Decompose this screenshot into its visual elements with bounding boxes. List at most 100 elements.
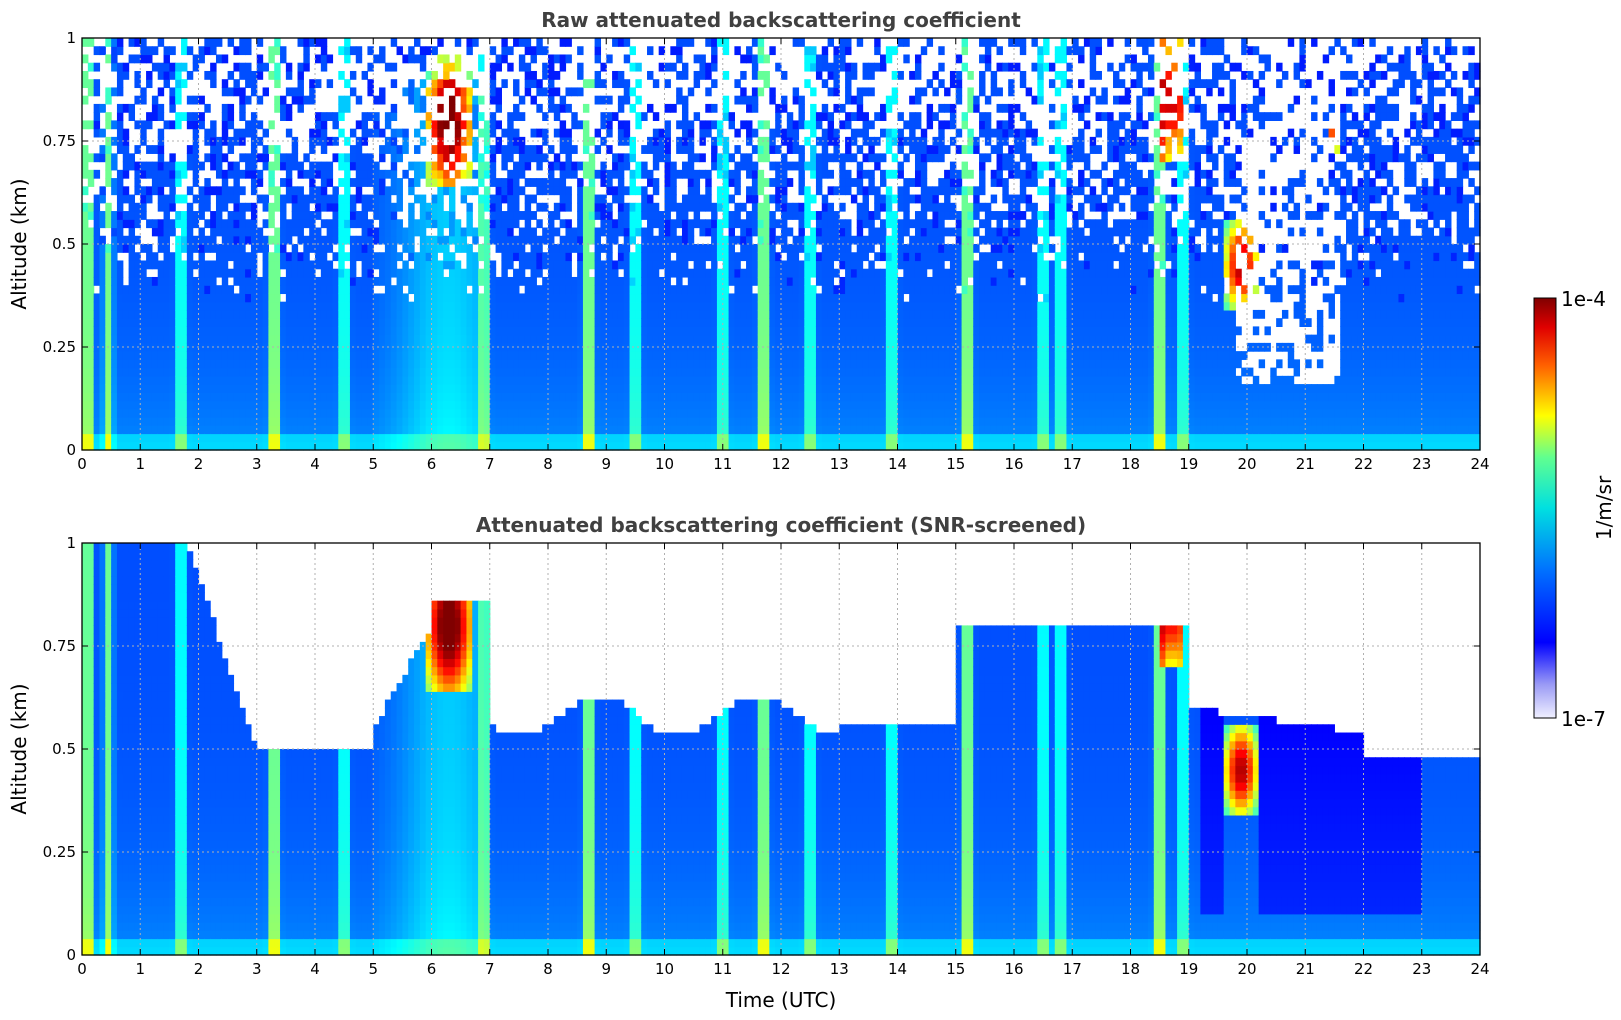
heatmap-cell xyxy=(775,408,782,418)
heatmap-cell xyxy=(390,433,398,443)
heatmap-cell xyxy=(687,392,695,402)
heatmap-cell xyxy=(344,400,351,410)
heatmap-cell xyxy=(315,202,322,212)
heatmap-cell xyxy=(256,334,264,344)
heatmap-cell xyxy=(204,384,211,393)
heatmap-cell xyxy=(215,309,223,319)
heatmap-cell xyxy=(437,235,444,245)
heatmap-cell xyxy=(751,178,759,187)
heatmap-cell xyxy=(658,351,666,360)
heatmap-cell xyxy=(181,38,188,47)
heatmap-cell xyxy=(652,375,660,385)
heatmap-cell xyxy=(460,408,468,418)
heatmap-cell xyxy=(501,194,508,204)
heatmap-cell xyxy=(87,342,95,352)
heatmap-cell xyxy=(163,309,170,319)
heatmap-cell xyxy=(105,334,112,344)
heatmap-cell xyxy=(716,301,724,311)
heatmap-cell xyxy=(681,169,689,179)
heatmap-cell xyxy=(163,384,170,393)
heatmap-cell xyxy=(513,293,520,303)
heatmap-cell xyxy=(781,178,788,187)
heatmap-cell xyxy=(332,441,339,451)
heatmap-cell xyxy=(548,219,555,229)
heatmap-cell xyxy=(303,433,310,443)
heatmap-cell xyxy=(827,342,835,352)
heatmap-cell xyxy=(687,227,695,237)
heatmap-cell xyxy=(419,375,427,385)
heatmap-cell xyxy=(414,103,421,113)
heatmap-cell xyxy=(513,441,520,451)
heatmap-cell xyxy=(181,309,188,319)
heatmap-cell xyxy=(623,301,631,311)
heatmap-cell xyxy=(215,359,223,369)
heatmap-cell xyxy=(810,441,817,451)
heatmap-cell xyxy=(233,252,240,262)
heatmap-cell xyxy=(320,169,328,179)
heatmap-cell xyxy=(722,38,730,47)
heatmap-cell xyxy=(705,268,712,278)
heatmap-cell xyxy=(355,326,363,336)
heatmap-cell xyxy=(746,186,753,196)
heatmap-cell xyxy=(379,46,386,56)
heatmap-cell xyxy=(798,38,805,47)
heatmap-cell xyxy=(402,441,409,451)
heatmap-cell xyxy=(320,136,328,146)
heatmap-cell xyxy=(652,186,660,196)
heatmap-cell xyxy=(629,293,636,303)
heatmap-cell xyxy=(728,194,735,204)
heatmap-cell xyxy=(600,301,607,311)
heatmap-cell xyxy=(530,79,537,89)
heatmap-cell xyxy=(792,375,800,385)
heatmap-cell xyxy=(291,293,299,303)
heatmap-cell xyxy=(99,318,106,327)
heatmap-cell xyxy=(204,309,211,319)
heatmap-cell xyxy=(681,384,689,393)
heatmap-cell xyxy=(792,384,800,393)
heatmap-cell xyxy=(99,128,106,138)
heatmap-cell xyxy=(507,211,514,220)
heatmap-cell xyxy=(82,318,89,327)
heatmap-cell xyxy=(815,211,823,220)
heatmap-cell xyxy=(215,136,223,146)
heatmap-cell xyxy=(781,400,788,410)
heatmap-cell xyxy=(728,153,735,163)
heatmap-cell xyxy=(483,186,491,196)
heatmap-cell xyxy=(169,408,176,418)
heatmap-cell xyxy=(198,359,205,369)
heatmap-cell xyxy=(810,334,817,344)
heatmap-cell xyxy=(87,392,95,402)
heatmap-cell xyxy=(687,244,695,253)
heatmap-cell xyxy=(134,235,141,245)
heatmap-cell xyxy=(128,334,136,344)
heatmap-cell xyxy=(256,384,264,393)
heatmap-cell xyxy=(373,367,380,377)
heatmap-cell xyxy=(548,235,555,245)
heatmap-cell xyxy=(437,326,444,336)
heatmap-cell xyxy=(472,79,479,89)
heatmap-cell xyxy=(373,326,380,336)
heatmap-cell xyxy=(134,441,141,451)
heatmap-cell xyxy=(326,227,334,237)
heatmap-cell xyxy=(734,211,741,220)
heatmap-cell xyxy=(250,178,258,187)
heatmap-cell xyxy=(151,318,159,327)
heatmap-cell xyxy=(548,161,555,171)
heatmap-cell xyxy=(699,62,706,72)
heatmap-cell xyxy=(629,169,636,179)
heatmap-cell xyxy=(408,95,415,105)
heatmap-cell xyxy=(332,120,339,130)
heatmap-cell xyxy=(722,211,730,220)
heatmap-cell xyxy=(460,326,468,336)
heatmap-cell xyxy=(530,252,537,262)
heatmap-cell xyxy=(478,194,485,204)
heatmap-cell xyxy=(111,309,118,319)
heatmap-cell xyxy=(716,268,724,278)
heatmap-cell xyxy=(262,285,269,295)
heatmap-cell xyxy=(530,326,537,336)
heatmap-cell xyxy=(478,318,485,327)
heatmap-cell xyxy=(815,392,823,402)
heatmap-cell xyxy=(245,334,252,344)
heatmap-cell xyxy=(588,441,596,451)
heatmap-cell xyxy=(670,351,677,360)
